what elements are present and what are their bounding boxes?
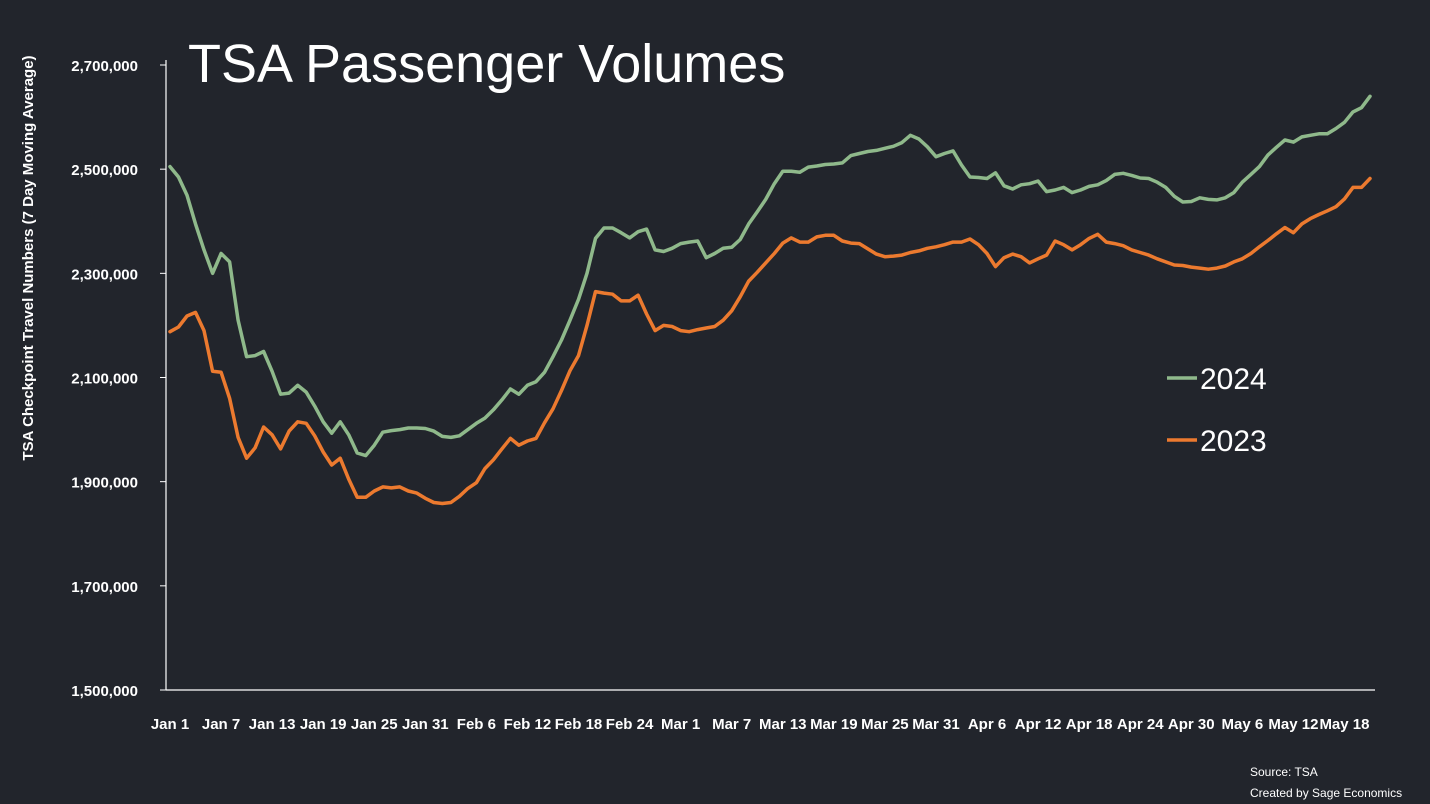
x-tick-label: Mar 7 bbox=[712, 716, 751, 733]
legend-label-2023: 2023 bbox=[1200, 425, 1267, 458]
x-tick-label: May 6 bbox=[1221, 716, 1263, 733]
x-tick-label: Mar 1 bbox=[661, 716, 700, 733]
credit-note: Created by Sage Economics bbox=[1250, 786, 1402, 800]
legend: 2024 2023 bbox=[1167, 363, 1267, 458]
x-tick-label: Feb 18 bbox=[555, 716, 603, 733]
series-line-2023 bbox=[168, 176, 1372, 506]
y-tick-label: 1,900,000 bbox=[71, 475, 138, 492]
x-tick-label: Mar 19 bbox=[810, 716, 858, 733]
x-tick-label: Apr 24 bbox=[1117, 716, 1164, 733]
chart-title: TSA Passenger Volumes bbox=[188, 34, 785, 94]
x-tick-label: Jan 31 bbox=[402, 716, 449, 733]
x-tick-label: May 18 bbox=[1319, 716, 1369, 733]
x-tick-label: Apr 12 bbox=[1015, 716, 1062, 733]
x-tick-label: Jan 1 bbox=[151, 716, 189, 733]
series-lines bbox=[168, 94, 1372, 506]
y-axis-ticks: 1,500,000 1,700,000 1,900,000 2,100,000 2,30… bbox=[71, 58, 166, 700]
x-tick-label: Mar 13 bbox=[759, 716, 807, 733]
y-tick-label: 1,500,000 bbox=[71, 683, 138, 700]
y-tick-label: 2,100,000 bbox=[71, 371, 138, 388]
x-tick-label: Feb 6 bbox=[457, 716, 496, 733]
y-axis-title: TSA Checkpoint Travel Numbers (7 Day Mov… bbox=[20, 55, 37, 460]
y-tick-label: 2,700,000 bbox=[71, 58, 138, 75]
x-tick-label: Jan 19 bbox=[300, 716, 347, 733]
series-line-2024 bbox=[168, 94, 1372, 458]
x-tick-label: Mar 25 bbox=[861, 716, 909, 733]
source-note: Source: TSA bbox=[1250, 765, 1318, 779]
x-tick-label: Apr 6 bbox=[968, 716, 1006, 733]
x-tick-label: Feb 24 bbox=[606, 716, 654, 733]
y-tick-label: 2,500,000 bbox=[71, 162, 138, 179]
x-axis-ticks: Jan 1 Jan 7 Jan 13 Jan 19 Jan 25 Jan 31 Feb 6 F… bbox=[151, 716, 1370, 733]
x-tick-label: Jan 13 bbox=[249, 716, 296, 733]
x-tick-label: Apr 18 bbox=[1066, 716, 1113, 733]
x-tick-label: May 12 bbox=[1268, 716, 1318, 733]
x-tick-label: Mar 31 bbox=[912, 716, 960, 733]
y-tick-label: 1,700,000 bbox=[71, 579, 138, 596]
x-tick-label: Jan 25 bbox=[351, 716, 398, 733]
y-tick-label: 2,300,000 bbox=[71, 266, 138, 283]
legend-label-2024: 2024 bbox=[1200, 363, 1267, 396]
x-tick-label: Feb 12 bbox=[504, 716, 552, 733]
x-tick-label: Apr 30 bbox=[1168, 716, 1215, 733]
x-tick-label: Jan 7 bbox=[202, 716, 240, 733]
